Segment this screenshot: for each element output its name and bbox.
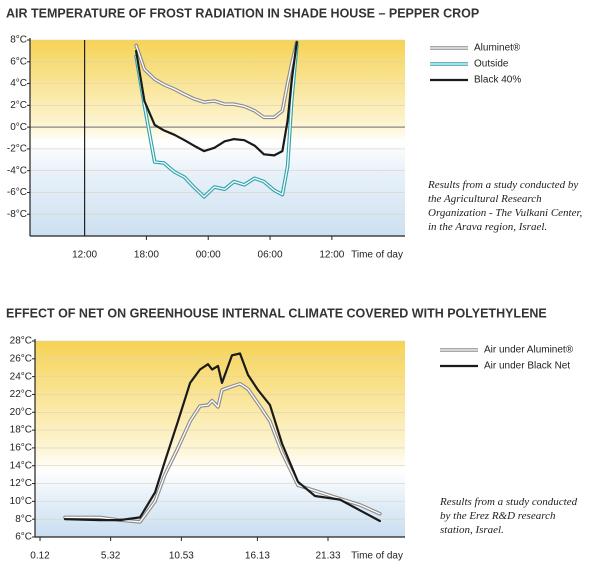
x-tick-label: 18:00 [134,250,159,261]
legend-label: Aluminet® [474,43,521,54]
x-tick-label: 5.32 [101,551,121,562]
x-tick-label: 10.53 [169,551,194,562]
series-line [63,352,381,523]
y-tick-label: 22°C [10,389,32,400]
x-axis-label: Time of day [351,551,403,562]
chart-title: AIR TEMPERATURE OF FROST RADIATION IN SH… [6,6,479,20]
y-tick-label: 20°C [10,407,32,418]
series-line [135,41,298,157]
x-tick-label: 16.13 [245,551,270,562]
chart-title: EFFECT OF NET ON GREENHOUSE INTERNAL CLI… [6,306,547,320]
y-tick-label: -8°C [7,209,27,220]
x-tick-label: 0.12 [30,551,50,562]
x-axis-label: Time of day [351,250,403,261]
y-tick-label: 8°C [10,35,27,46]
y-tick-label: 6°C [10,56,27,67]
annotation: Results from a study conducted by the Er… [440,496,578,536]
y-tick-label: -6°C [7,187,27,198]
x-tick-label: 12:00 [319,250,344,261]
y-tick-label: -4°C [7,165,27,176]
y-tick-label: 24°C [10,371,32,382]
x-tick-label: 12:00 [72,250,97,261]
x-tick-label: 06:00 [258,250,283,261]
y-tick-label: -2°C [7,144,27,155]
y-tick-label: 2°C [10,100,27,111]
series-line-inner [64,383,381,523]
plot-background [30,40,405,236]
y-tick-label: 18°C [10,425,32,436]
y-tick-label: 28°C [10,336,32,347]
y-tick-label: 10°C [10,496,32,507]
legend-label: Black 40% [474,75,521,86]
series-line-inner [135,41,298,118]
x-tick-label: 00:00 [196,250,221,261]
y-tick-label: 12°C [10,478,32,489]
legend-label: Air under Aluminet® [484,345,574,356]
legend-label: Outside [474,59,509,70]
x-tick-label: 21.33 [315,551,340,562]
y-tick-label: 0°C [10,122,27,133]
series-line-inner [135,44,298,198]
y-tick-label: 8°C [15,514,32,525]
y-tick-label: 26°C [10,353,32,364]
y-tick-label: 4°C [10,78,27,89]
y-tick-label: 14°C [10,460,32,471]
y-tick-label: 16°C [10,443,32,454]
legend-label: Air under Black Net [484,361,570,372]
annotation: Results from a study conducted by the Ag… [428,179,583,233]
y-tick-label: 6°C [15,532,32,543]
